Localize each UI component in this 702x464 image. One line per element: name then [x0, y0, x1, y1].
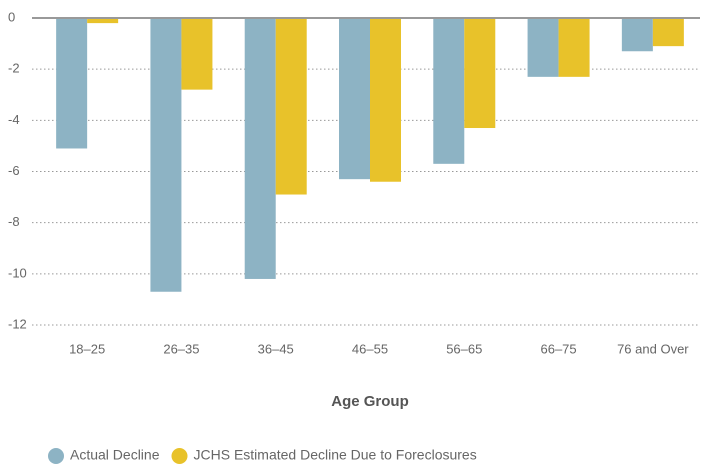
y-tick-label: -10	[8, 265, 27, 280]
x-tick-label: 66–75	[540, 341, 576, 356]
x-tick-label: 36–45	[258, 341, 294, 356]
legend-swatch	[48, 448, 64, 464]
y-tick-label: -4	[8, 112, 20, 127]
x-tick-label: 76 and Over	[617, 341, 689, 356]
bar	[527, 18, 559, 77]
bar	[181, 18, 213, 90]
x-tick-label: 56–65	[446, 341, 482, 356]
bar	[621, 18, 653, 52]
y-tick-label: -8	[8, 214, 20, 229]
y-tick-label: -12	[8, 316, 27, 331]
legend-swatch	[171, 448, 188, 464]
bar	[652, 18, 684, 47]
bar	[244, 18, 276, 279]
y-tick-label: -2	[8, 61, 20, 76]
bar	[370, 18, 401, 182]
legend-label: Actual Decline	[70, 447, 160, 463]
y-tick-label: 0	[8, 9, 15, 24]
x-tick-label: 18–25	[69, 341, 105, 356]
bar	[275, 18, 307, 195]
bar	[558, 18, 590, 77]
x-tick-label: 46–55	[352, 341, 388, 356]
bar	[56, 18, 88, 149]
x-tick-label: 26–35	[163, 341, 199, 356]
bar	[339, 18, 370, 180]
y-tick-label: -6	[8, 163, 20, 178]
bar	[433, 18, 465, 164]
legend-label: JCHS Estimated Decline Due to Foreclosur…	[194, 447, 477, 463]
bar	[87, 18, 119, 24]
x-axis-title: Age Group	[331, 393, 409, 410]
bar	[150, 18, 182, 292]
bar	[464, 18, 496, 129]
